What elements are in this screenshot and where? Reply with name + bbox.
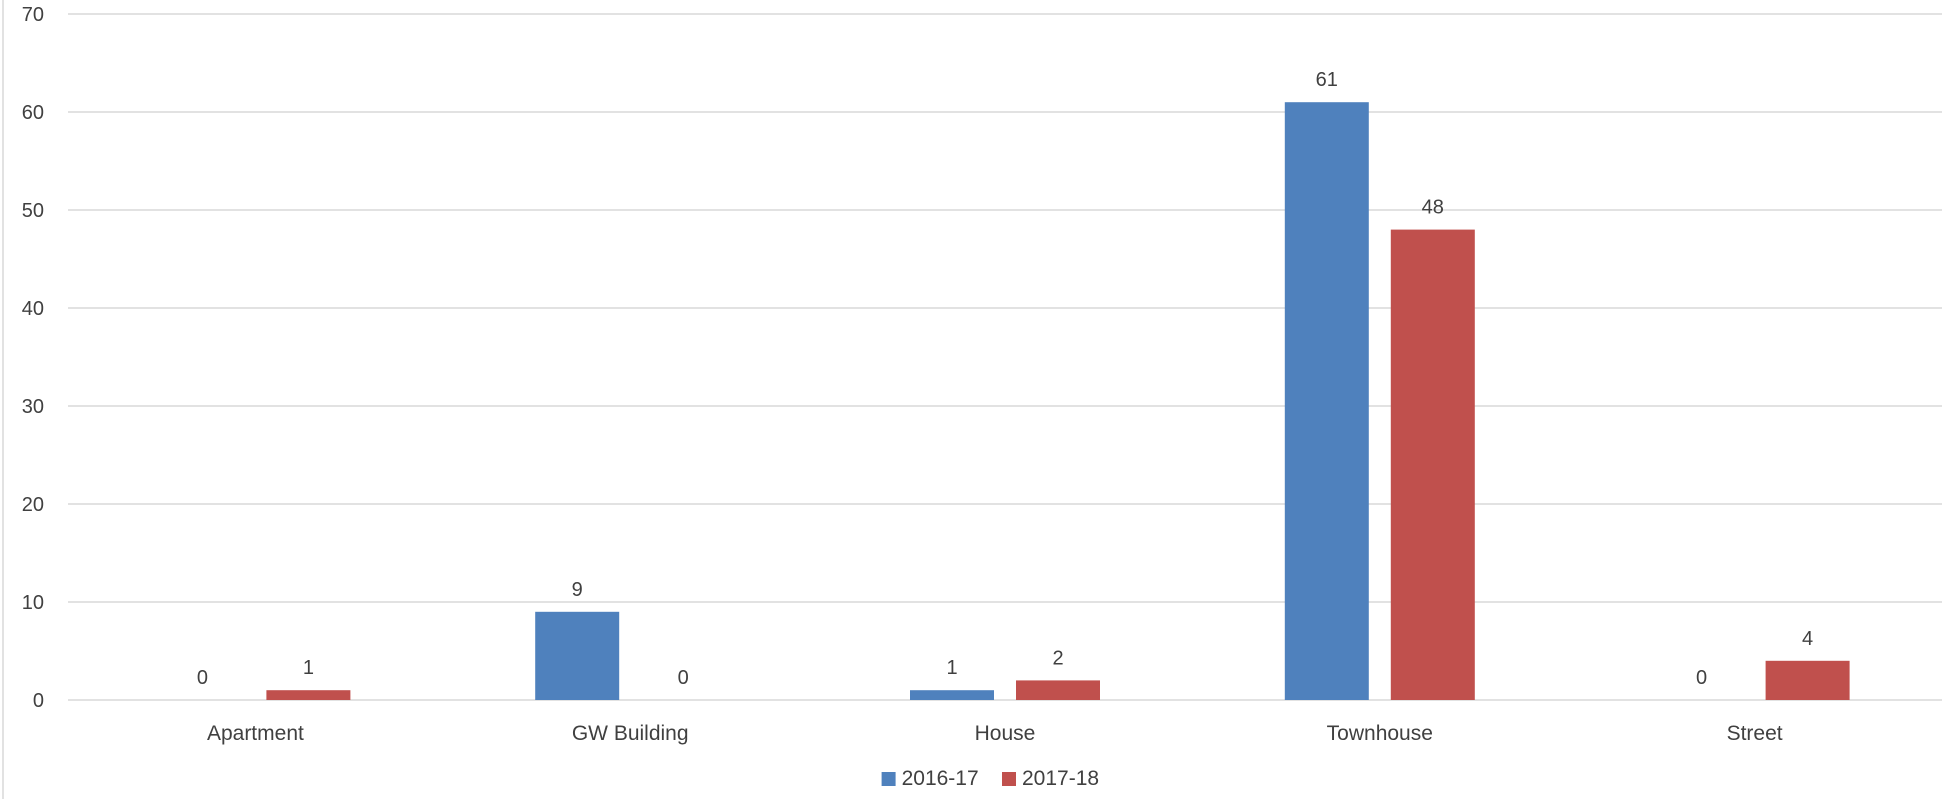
data-label: 0 (678, 667, 689, 689)
y-tick-label: 10 (22, 592, 44, 614)
y-axis-tick-labels: 0 10 20 30 40 50 60 70 (22, 4, 44, 712)
x-category-label: Street (1727, 722, 1783, 745)
y-tick-label: 40 (22, 298, 44, 320)
x-category-label: GW Building (572, 722, 689, 745)
x-category-label: Apartment (207, 722, 304, 745)
legend: 2016-17 2017-18 (881, 767, 1099, 790)
data-label: 9 (572, 579, 583, 601)
bar-2016-17-gw-building (535, 611, 620, 700)
bar-2017-18-house (1016, 680, 1100, 700)
legend-swatch (881, 772, 896, 786)
x-category-label: Townhouse (1327, 722, 1433, 745)
y-tick-label: 20 (22, 494, 44, 516)
data-label: 0 (1696, 667, 1707, 689)
bars (266, 102, 1850, 700)
y-tick-label: 30 (22, 396, 44, 418)
bar-2017-18-street (1765, 660, 1850, 700)
legend-label: 2016-17 (902, 767, 979, 790)
x-axis-category-labels: Apartment GW Building House Townhouse Street (207, 722, 1783, 745)
legend-swatch (1002, 772, 1016, 786)
data-label: 4 (1802, 628, 1813, 650)
bar-2016-17-house (910, 690, 994, 700)
data-labels: 0 1 9 0 1 2 61 48 0 4 (197, 69, 1813, 689)
data-label: 61 (1316, 69, 1338, 91)
data-label: 48 (1422, 197, 1444, 219)
data-label: 1 (303, 657, 314, 679)
data-label: 1 (946, 657, 957, 679)
data-label: 0 (197, 667, 208, 689)
x-category-label: House (975, 722, 1036, 745)
y-tick-label: 0 (33, 690, 44, 712)
data-label: 2 (1052, 647, 1063, 669)
gridlines (68, 13, 1942, 701)
y-tick-label: 70 (22, 4, 44, 26)
y-tick-label: 60 (22, 102, 44, 124)
bar-2017-18-apartment (266, 690, 351, 700)
legend-label: 2017-18 (1022, 767, 1099, 790)
bar-2016-17-townhouse (1284, 102, 1369, 700)
bar-2017-18-townhouse (1390, 229, 1475, 700)
y-tick-label: 50 (22, 200, 44, 222)
